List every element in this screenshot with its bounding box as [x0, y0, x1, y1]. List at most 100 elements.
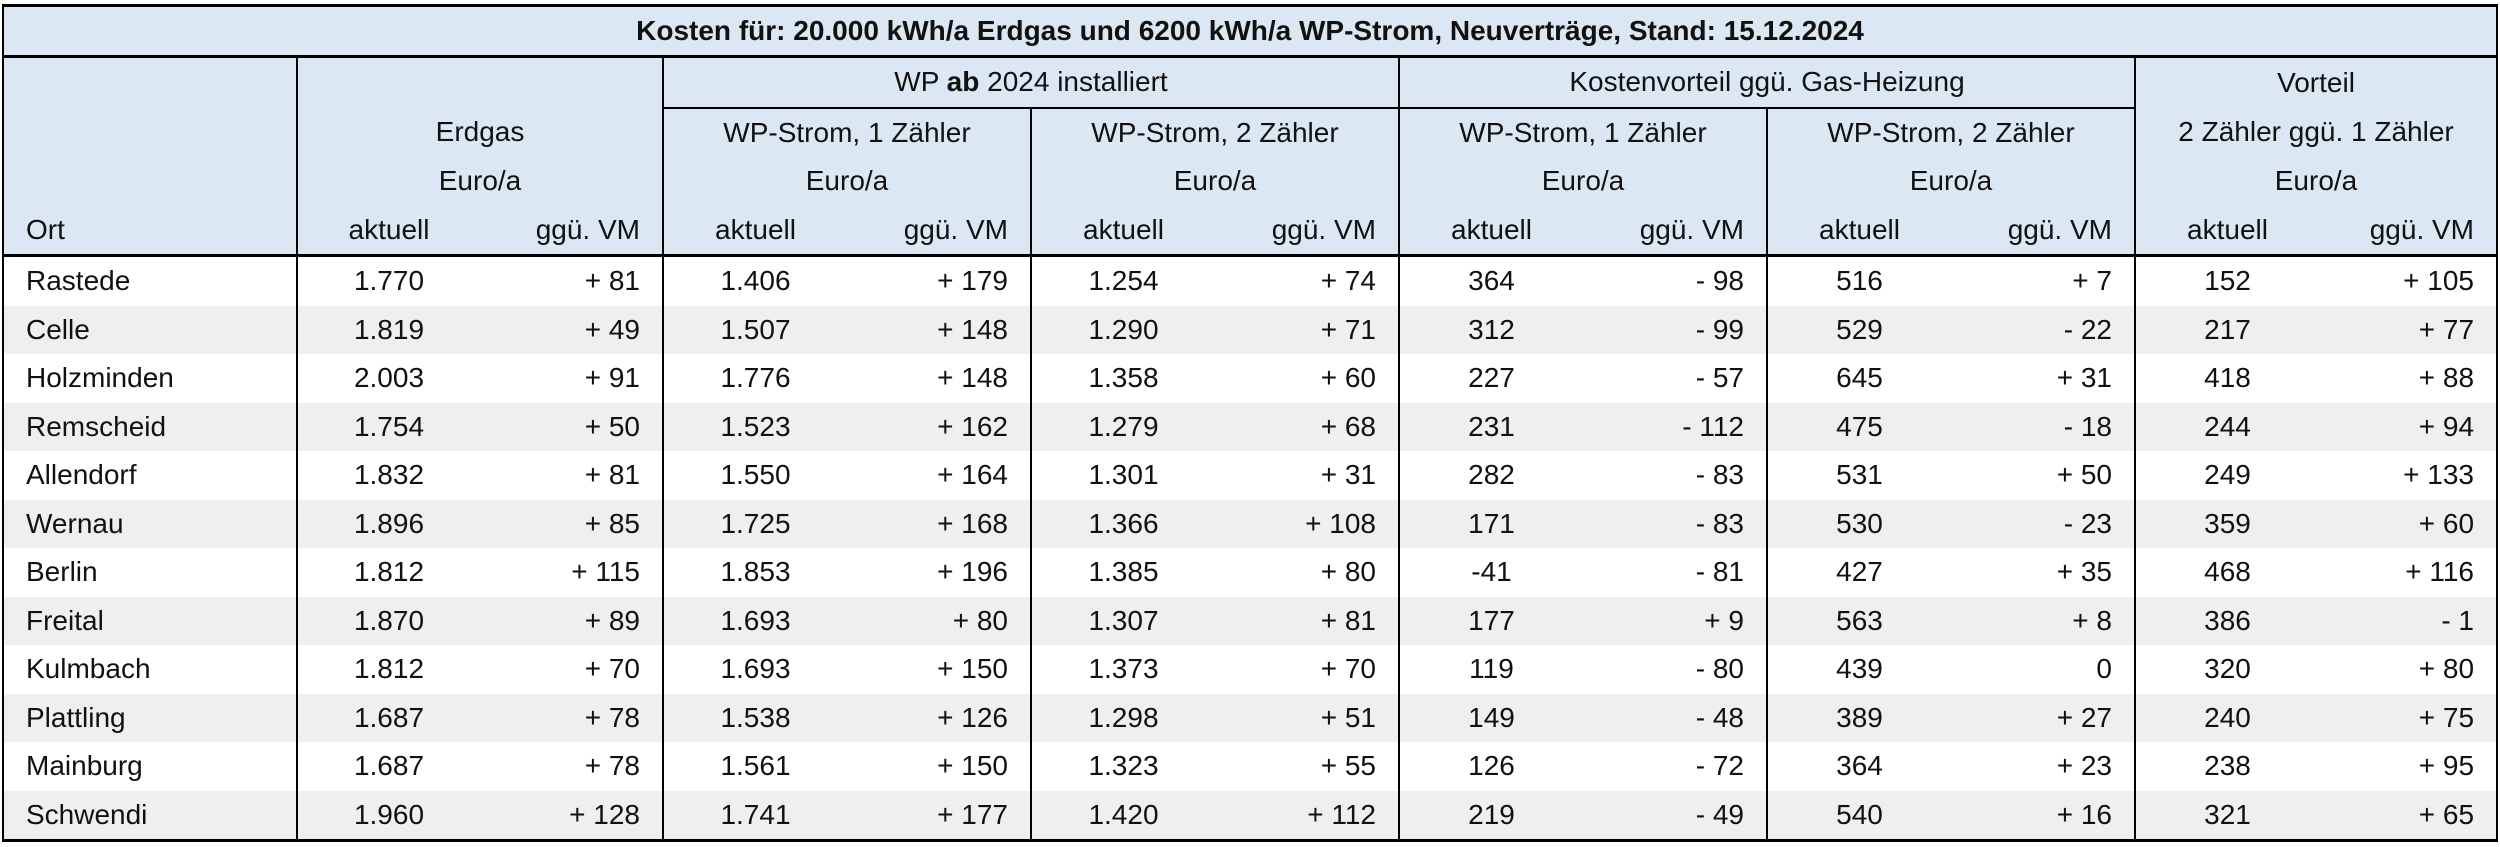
header-unit: Euro/a	[1766, 157, 2135, 206]
cell-vm: + 115	[571, 556, 640, 588]
cell-aktuell: 1.373	[1030, 645, 1215, 694]
cell-aktuell: 1.301	[1030, 451, 1215, 500]
cell-aktuell: 126	[1398, 742, 1583, 791]
cell-ort: Schwendi	[2, 790, 297, 842]
header-vm: ggü. VM	[847, 205, 1031, 257]
cell-aktuell: 529	[1766, 305, 1951, 354]
cell-vm: - 1	[2319, 596, 2499, 645]
cell-vm: + 31	[1320, 459, 1376, 491]
cell-aktuell: 227	[1398, 354, 1583, 403]
cell-aktuell: 1.523	[662, 402, 847, 451]
table-row: Rastede 1.770 + 81 1.406 + 179 1.254 + 74 364 - …	[2, 255, 2499, 306]
cell-aktuell: 359	[2134, 499, 2319, 548]
table-row: Berlin 1.812 + 115 1.853 + 196 1.385 + 80 -41 - …	[2, 548, 2499, 597]
table-row: Kulmbach 1.812 + 70 1.693 + 150 1.373 + 70 119 -…	[2, 645, 2499, 694]
cell-vm: + 9	[1583, 596, 1767, 645]
cell-aktuell: 1.687	[296, 742, 480, 791]
cell-ort: Freital	[2, 596, 297, 645]
cell-vm: - 83	[1583, 499, 1767, 548]
header-aktuell: aktuell	[1398, 205, 1583, 257]
cell-ort: Plattling	[2, 693, 297, 742]
header-cell-empty	[2, 56, 297, 108]
header-unit: Euro/a	[662, 157, 1031, 206]
cell-aktuell: 516	[1766, 255, 1951, 306]
cell-aktuell: 386	[2134, 596, 2319, 645]
cell-ort: Kulmbach	[2, 645, 297, 694]
cell-aktuell: 238	[2134, 742, 2319, 791]
cell-aktuell: 2.003	[296, 354, 480, 403]
cost-comparison-table: Kosten für: 20.000 kWh/a Erdgas und 6200…	[1, 4, 2499, 842]
cell-aktuell: 1.960	[296, 790, 480, 842]
group-header-kostenvorteil: Kostenvorteil ggü. Gas-Heizung	[1398, 56, 2135, 109]
table-title: Kosten für: 20.000 kWh/a Erdgas und 6200…	[1, 4, 2499, 58]
cell-aktuell: 1.298	[1030, 693, 1215, 742]
cell-vm: + 85	[480, 499, 663, 548]
cell-aktuell: 364	[1398, 255, 1583, 306]
group-header-vorteil: Vorteil	[2133, 56, 2499, 108]
table-row: Plattling 1.687 + 78 1.538 + 126 1.298 + 51 149…	[2, 693, 2499, 742]
header-vorteil-sub: 2 Zähler ggü. 1 Zähler	[2133, 107, 2499, 157]
cell-aktuell: 530	[1766, 499, 1951, 548]
cell-vm: + 150	[937, 750, 1008, 782]
cell-vm: - 112	[1583, 402, 1767, 451]
cell-aktuell: 364	[1766, 742, 1951, 791]
cell-vm: + 51	[1215, 693, 1399, 742]
cell-vm: + 148	[937, 362, 1008, 394]
group-wp-post: 2024 installiert	[979, 66, 1168, 98]
cell-ort: Celle	[2, 305, 297, 354]
cell-vm: + 108	[1215, 499, 1399, 548]
cell-vm: + 95	[2319, 742, 2499, 791]
cell-aktuell: 249	[2134, 451, 2319, 500]
table-row: Allendorf 1.832 + 81 1.550 + 164 1.301 + 31 282…	[2, 451, 2499, 500]
cell-aktuell: 219	[1398, 790, 1583, 842]
cell-vm: + 60	[2319, 499, 2499, 548]
cell-aktuell: 1.776	[662, 354, 847, 403]
cell-aktuell: 1.725	[662, 499, 847, 548]
cell-aktuell: 468	[2134, 548, 2319, 597]
cell-vm: + 177	[847, 790, 1031, 842]
table-row: Schwendi 1.960 + 128 1.741 + 177 1.420 + 112 21…	[2, 790, 2499, 842]
cell-vm: + 80	[1320, 556, 1376, 588]
cell-vm: + 16	[1951, 790, 2135, 842]
cell-aktuell: 1.538	[662, 693, 847, 742]
cell-vm: + 80	[847, 596, 1031, 645]
cell-ort: Holzminden	[2, 354, 297, 403]
cell-vm: + 70	[1320, 653, 1376, 685]
cell-vm: + 112	[1215, 790, 1399, 842]
cell-vm: - 22	[1951, 305, 2135, 354]
cell-vm: + 128	[480, 790, 663, 842]
cell-ort: Rastede	[2, 255, 297, 306]
cell-aktuell: 1.754	[296, 402, 480, 451]
cell-vm: + 164	[937, 459, 1008, 491]
cell-vm: + 78	[584, 750, 640, 782]
cell-vm: + 35	[2056, 556, 2112, 588]
cell-vm: - 81	[1695, 556, 1744, 588]
cell-ort: Mainburg	[2, 742, 297, 791]
cell-vm: - 72	[1695, 750, 1744, 782]
cell-vm: - 18	[1951, 402, 2135, 451]
cell-aktuell: 1.693	[662, 596, 847, 645]
cell-vm: 0	[2096, 653, 2112, 685]
cell-aktuell: 1.279	[1030, 402, 1215, 451]
header-unit: Euro/a	[2133, 157, 2499, 206]
cell-aktuell: 1.358	[1030, 354, 1215, 403]
header-cell-empty	[2, 157, 297, 206]
cell-aktuell: 244	[2134, 402, 2319, 451]
header-aktuell: aktuell	[1766, 205, 1951, 257]
cell-vm: + 150	[937, 653, 1008, 685]
cell-aktuell: 439	[1766, 645, 1951, 694]
cell-aktuell: 1.406	[662, 255, 847, 306]
header-vm: ggü. VM	[1583, 205, 1767, 257]
header-kv-2: WP-Strom, 2 Zähler	[1766, 107, 2135, 157]
cell-aktuell: 1.770	[296, 255, 480, 306]
cell-aktuell: 1.254	[1030, 255, 1215, 306]
cell-ort: Remscheid	[2, 402, 297, 451]
cell-vm: + 148	[847, 305, 1031, 354]
cell-aktuell: 1.323	[1030, 742, 1215, 791]
cell-vm: + 68	[1215, 402, 1399, 451]
group-header-wp: WP ab 2024 installiert	[662, 56, 1399, 109]
cell-vm: - 57	[1695, 362, 1744, 394]
cell-vm: + 49	[480, 305, 663, 354]
cell-aktuell: 645	[1766, 354, 1951, 403]
table-row: Mainburg 1.687 + 78 1.561 + 150 1.323 + 55 126 -…	[2, 742, 2499, 791]
